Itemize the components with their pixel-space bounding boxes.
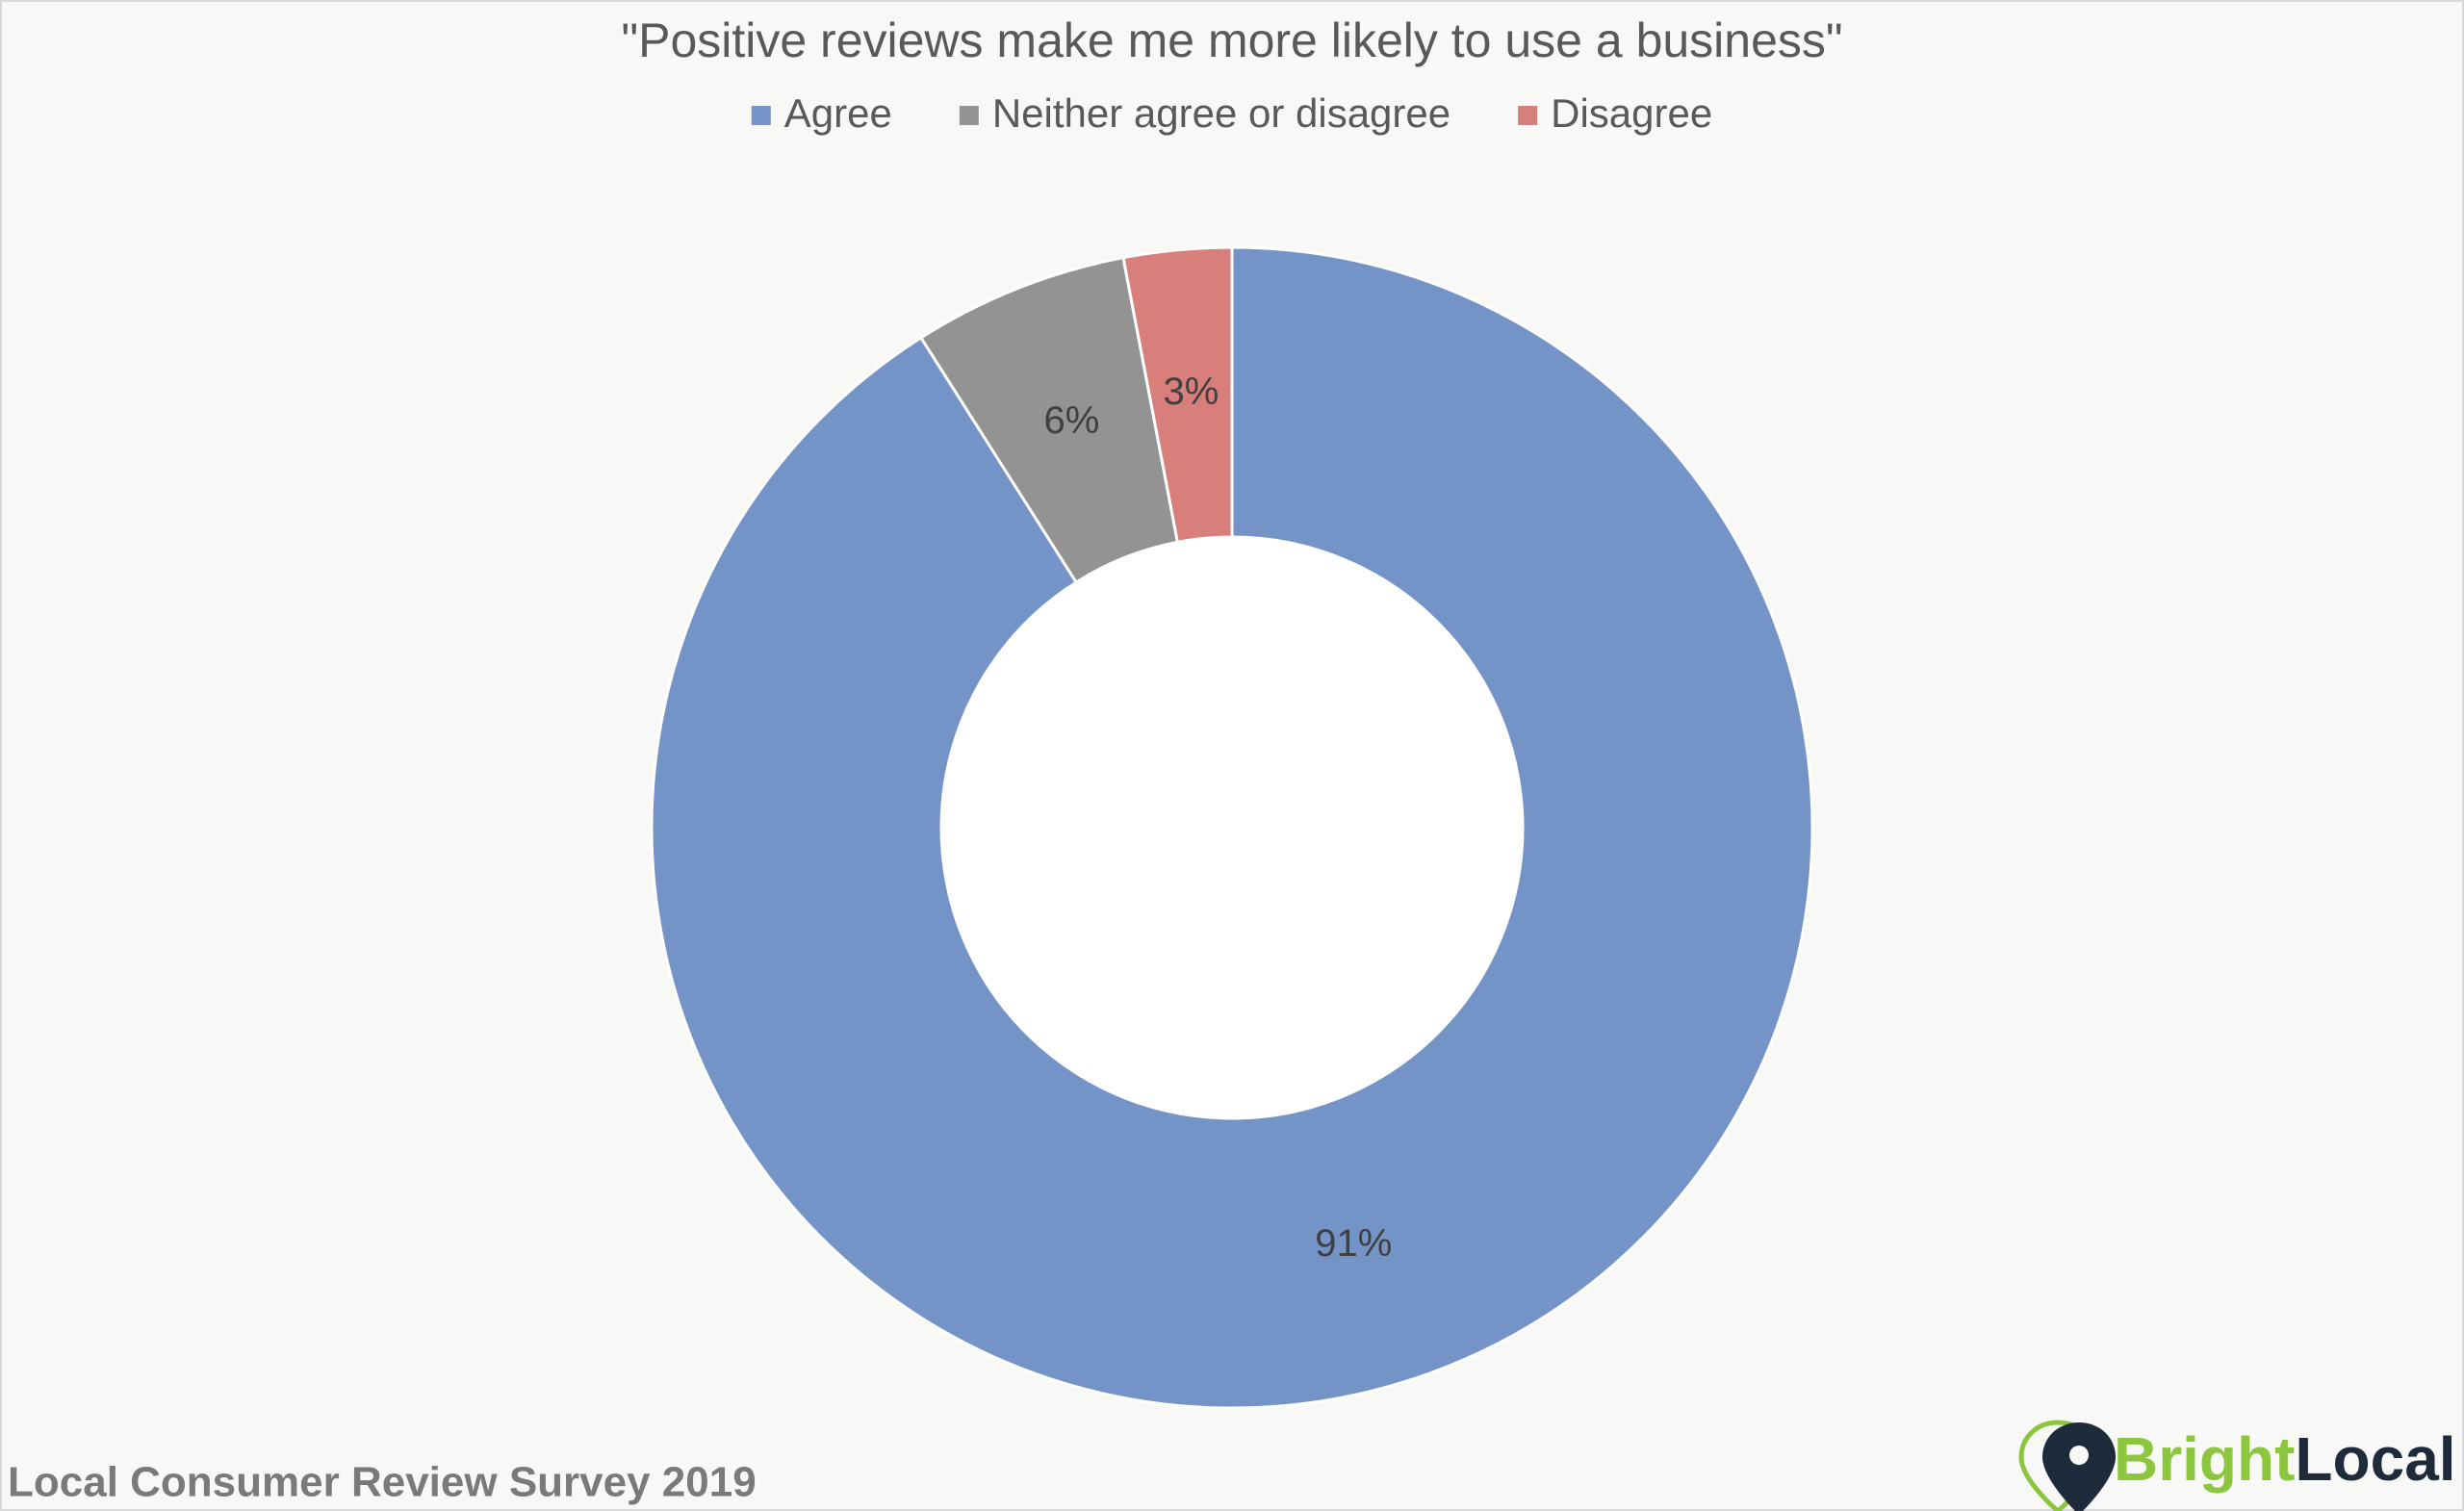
- data-label: 3%: [1164, 371, 1219, 413]
- legend-label: Neither agree or disagree: [992, 90, 1450, 136]
- brand-local: Local: [2295, 1424, 2455, 1494]
- donut-slice: [650, 245, 1814, 1410]
- donut-hole: [942, 538, 1522, 1117]
- legend-label: Agree: [784, 90, 892, 136]
- source-note: Local Consumer Review Survey 2019: [8, 1459, 757, 1506]
- chart-title: "Positive reviews make me more likely to…: [621, 13, 1842, 67]
- data-label: 6%: [1044, 399, 1100, 442]
- logo-pin-dot: [2069, 1446, 2089, 1465]
- legend-swatch: [1518, 106, 1538, 125]
- legend-swatch: [959, 106, 979, 125]
- legend-swatch: [751, 106, 771, 125]
- donut: 91% 6% 3%: [650, 245, 1814, 1410]
- logo-pin: [2042, 1422, 2116, 1511]
- brand-bright: Bright: [2114, 1424, 2295, 1494]
- legend: Agree Neither agree or disagree Disagree: [751, 90, 1712, 136]
- legend-label: Disagree: [1551, 90, 1712, 136]
- data-label: 91%: [1315, 1222, 1392, 1265]
- logo: BrightLocal: [2018, 1420, 2456, 1511]
- donut-slice: [1121, 245, 1234, 545]
- brand: BrightLocal: [2114, 1424, 2456, 1494]
